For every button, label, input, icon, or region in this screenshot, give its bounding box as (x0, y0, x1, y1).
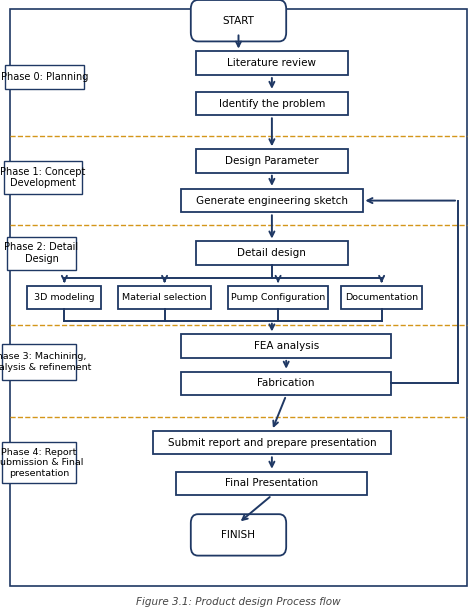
FancyBboxPatch shape (152, 431, 390, 454)
FancyBboxPatch shape (28, 286, 101, 309)
Text: Figure 3.1: Product design Process flow: Figure 3.1: Product design Process flow (136, 597, 340, 607)
FancyBboxPatch shape (195, 92, 347, 115)
Text: FINISH: FINISH (221, 530, 255, 540)
Text: Phase 4: Report
Submission & Final
presentation: Phase 4: Report Submission & Final prese… (0, 448, 84, 478)
Text: Phase 0: Planning: Phase 0: Planning (0, 72, 88, 82)
Text: Documentation: Documentation (344, 293, 417, 302)
Text: Identify the problem: Identify the problem (218, 99, 325, 109)
Text: Material selection: Material selection (122, 293, 207, 302)
FancyBboxPatch shape (195, 51, 347, 75)
Text: Literature review: Literature review (227, 59, 316, 68)
Text: Fabrication: Fabrication (257, 378, 314, 389)
Text: Design Parameter: Design Parameter (225, 156, 318, 166)
FancyBboxPatch shape (118, 286, 210, 309)
Text: Phase 2: Detail
Design: Phase 2: Detail Design (4, 242, 79, 264)
FancyBboxPatch shape (176, 472, 367, 495)
FancyBboxPatch shape (2, 442, 76, 483)
Text: Detail design: Detail design (237, 248, 306, 258)
Text: Final Presentation: Final Presentation (225, 478, 318, 489)
Text: Phase 1: Concept
Development: Phase 1: Concept Development (0, 167, 85, 188)
FancyBboxPatch shape (228, 286, 327, 309)
FancyBboxPatch shape (181, 371, 390, 395)
Text: Submit report and prepare presentation: Submit report and prepare presentation (167, 437, 376, 448)
Text: FEA analysis: FEA analysis (253, 341, 318, 351)
FancyBboxPatch shape (340, 286, 421, 309)
Text: Pump Configuration: Pump Configuration (230, 293, 325, 302)
FancyBboxPatch shape (181, 334, 390, 358)
FancyBboxPatch shape (5, 65, 83, 88)
FancyBboxPatch shape (2, 345, 76, 380)
FancyBboxPatch shape (190, 0, 286, 41)
FancyBboxPatch shape (3, 161, 82, 194)
Text: Generate engineering sketch: Generate engineering sketch (196, 196, 347, 206)
Text: 3D modeling: 3D modeling (34, 293, 94, 302)
Text: START: START (222, 16, 254, 26)
FancyBboxPatch shape (190, 514, 286, 556)
Text: Phase 3: Machining,
analysis & refinement: Phase 3: Machining, analysis & refinemen… (0, 353, 91, 372)
FancyBboxPatch shape (195, 242, 347, 265)
FancyBboxPatch shape (195, 149, 347, 173)
FancyBboxPatch shape (7, 237, 76, 270)
FancyBboxPatch shape (181, 188, 362, 212)
